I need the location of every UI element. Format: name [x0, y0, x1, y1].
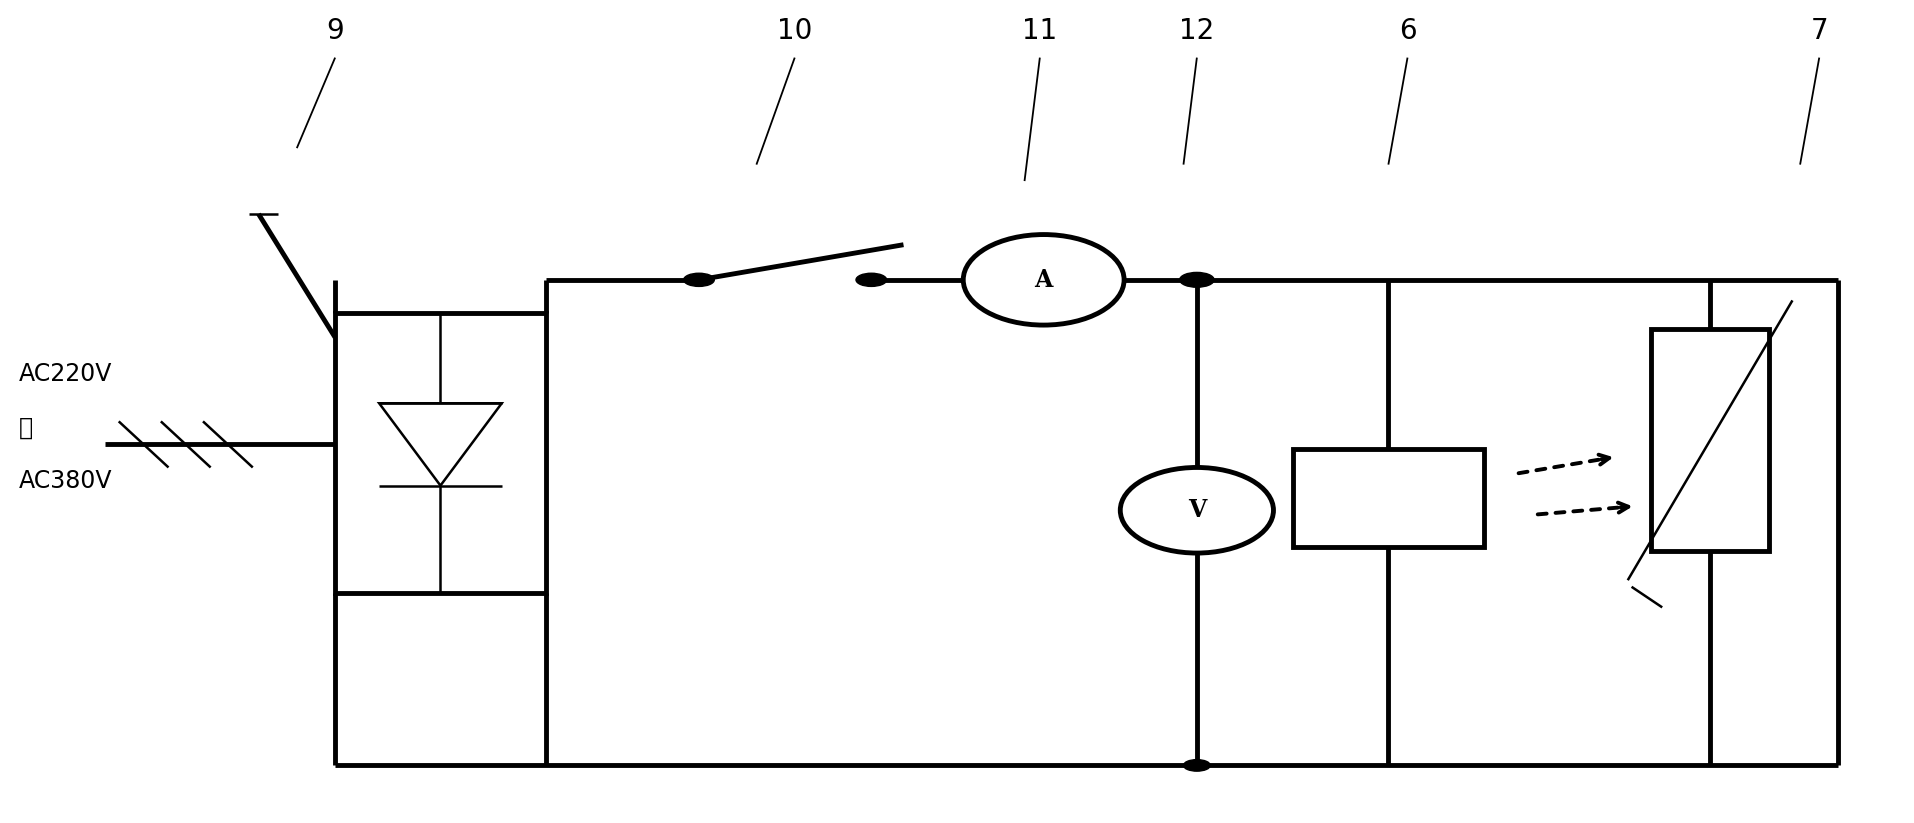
Bar [335, 313, 545, 593]
Text: 7: 7 [1809, 17, 1828, 45]
Circle shape [856, 273, 886, 286]
Bar [1292, 449, 1483, 547]
Text: 10: 10 [777, 17, 812, 45]
Text: 12: 12 [1179, 17, 1213, 45]
Bar [1650, 329, 1769, 551]
Text: AC220V: AC220V [19, 362, 113, 387]
Text: 或: 或 [19, 416, 33, 440]
Text: V: V [1187, 498, 1206, 523]
Circle shape [683, 273, 714, 286]
Circle shape [1179, 272, 1213, 287]
Text: 9: 9 [325, 17, 345, 45]
Circle shape [1183, 760, 1210, 771]
Text: 11: 11 [1022, 17, 1057, 45]
Text: A: A [1034, 267, 1053, 292]
Text: AC380V: AC380V [19, 469, 113, 494]
Text: 6: 6 [1397, 17, 1416, 45]
